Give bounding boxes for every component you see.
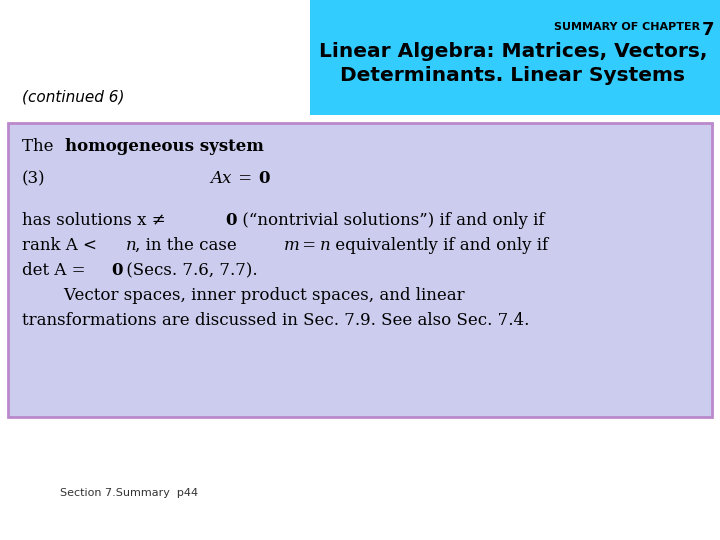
Text: Linear Algebra: Matrices, Vectors,: Linear Algebra: Matrices, Vectors, bbox=[319, 42, 707, 61]
Text: =: = bbox=[233, 170, 257, 187]
Text: (“nontrivial solutions”) if and only if: (“nontrivial solutions”) if and only if bbox=[237, 212, 544, 229]
Text: Vector spaces, inner product spaces, and linear: Vector spaces, inner product spaces, and… bbox=[22, 287, 464, 304]
Text: equivalently if and only if: equivalently if and only if bbox=[330, 237, 548, 254]
Text: Section 7.Summary  p44: Section 7.Summary p44 bbox=[60, 488, 198, 498]
Text: transformations are discussed in Sec. 7.9. See also Sec. 7.4.: transformations are discussed in Sec. 7.… bbox=[22, 312, 529, 329]
Text: =: = bbox=[297, 237, 321, 254]
Bar bbox=[310, 0, 720, 115]
Text: The: The bbox=[22, 138, 59, 155]
Text: (continued 6): (continued 6) bbox=[22, 90, 125, 105]
Text: 0: 0 bbox=[111, 262, 122, 279]
Text: (3): (3) bbox=[22, 170, 45, 187]
Text: det A =: det A = bbox=[22, 262, 91, 279]
Text: , in the case: , in the case bbox=[135, 237, 242, 254]
FancyBboxPatch shape bbox=[8, 123, 712, 417]
Text: (Secs. 7.6, 7.7).: (Secs. 7.6, 7.7). bbox=[121, 262, 258, 279]
Text: 0: 0 bbox=[225, 212, 236, 229]
Text: rank A <: rank A < bbox=[22, 237, 102, 254]
Text: m: m bbox=[284, 237, 300, 254]
Text: n: n bbox=[320, 237, 330, 254]
Text: Determinants. Linear Systems: Determinants. Linear Systems bbox=[341, 66, 685, 85]
Text: Ax: Ax bbox=[210, 170, 231, 187]
Text: n: n bbox=[126, 237, 137, 254]
Text: 0: 0 bbox=[258, 170, 269, 187]
Text: homogeneous system: homogeneous system bbox=[65, 138, 264, 155]
Text: has solutions x ≠: has solutions x ≠ bbox=[22, 212, 171, 229]
Text: 7: 7 bbox=[701, 21, 714, 39]
Text: SUMMARY OF CHAPTER: SUMMARY OF CHAPTER bbox=[554, 22, 700, 32]
